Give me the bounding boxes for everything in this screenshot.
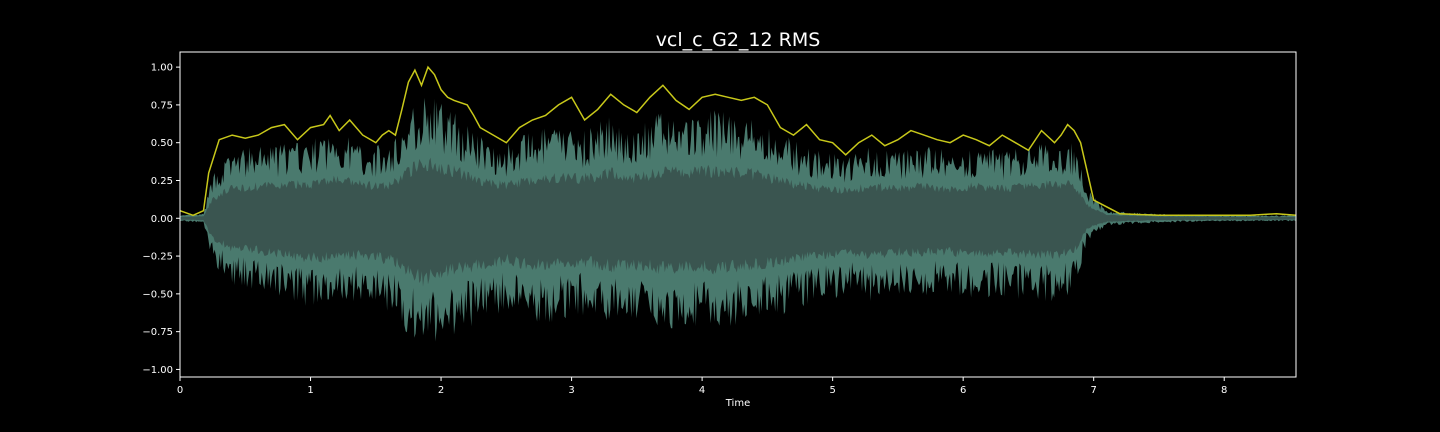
x-tick-label: 1: [307, 385, 313, 396]
x-tick-label: 0: [177, 385, 183, 396]
rms-line: [179, 65, 1297, 217]
y-tick-label: 0.50: [151, 138, 173, 149]
x-tick-label: 5: [829, 385, 835, 396]
x-tick-label: 3: [568, 385, 574, 396]
x-axis-ticks: 0 1 2 3 4 5 6 7 8: [177, 377, 1227, 396]
y-tick-label: 1.00: [151, 63, 173, 74]
y-tick-label: 0.75: [151, 100, 173, 111]
y-tick-label: 0.25: [151, 176, 173, 187]
x-tick-label: 4: [699, 385, 705, 396]
y-axis-ticks: −1.00 −0.75 −0.50 −0.25 0.00 0.25 0.50 0.75 1.00: [142, 63, 180, 376]
waveform-inner: [180, 157, 1296, 287]
plot-frame: [179, 51, 1297, 378]
x-tick-label: 6: [960, 385, 966, 396]
y-tick-label: −0.75: [142, 327, 173, 338]
x-tick-label: 2: [438, 385, 444, 396]
x-tick-label: 8: [1221, 385, 1227, 396]
x-tick-label: 7: [1090, 385, 1096, 396]
x-axis-label: Time: [725, 398, 750, 409]
y-tick-label: 0.00: [151, 214, 173, 225]
chart-title: vcl_c_G2_12 RMS: [656, 29, 821, 51]
y-tick-label: −0.25: [142, 252, 173, 263]
y-tick-label: −0.50: [142, 289, 173, 300]
y-tick-label: −1.00: [142, 365, 173, 376]
plot-area: [179, 65, 1297, 342]
